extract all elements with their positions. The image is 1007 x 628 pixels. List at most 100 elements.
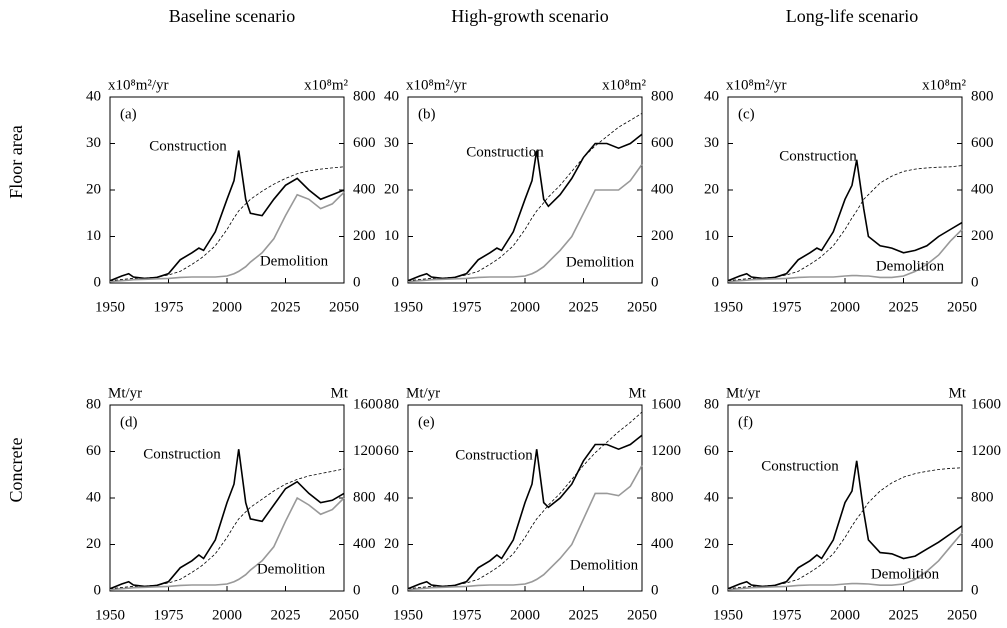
series-annotation: Construction	[761, 458, 839, 474]
x-tick-label: 1975	[154, 607, 184, 623]
y-axis-unit: x10⁸m²/yr	[406, 77, 467, 93]
x-tick-label: 1975	[772, 607, 802, 623]
y-tick-label: 20	[384, 181, 399, 197]
series-annotation: Construction	[143, 446, 221, 462]
x-tick-label: 2000	[212, 607, 242, 623]
y-tick-label: 30	[86, 135, 101, 151]
y2-tick-label: 800	[651, 88, 674, 104]
x-tick-label: 2025	[889, 299, 919, 315]
series-line	[727, 165, 963, 282]
y2-tick-label: 600	[353, 135, 376, 151]
y2-tick-label: 200	[651, 228, 674, 244]
series-line	[407, 411, 643, 590]
series-annotation: Construction	[149, 138, 227, 154]
y2-tick-label: 600	[651, 135, 674, 151]
series-line	[727, 467, 963, 590]
y-tick-label: 40	[704, 88, 719, 104]
y2-tick-label: 400	[971, 536, 994, 552]
y-tick-label: 60	[704, 443, 719, 459]
y2-tick-label: 1200	[651, 443, 681, 459]
y2-tick-label: 1200	[353, 443, 383, 459]
series-line	[407, 434, 643, 590]
series-line	[407, 133, 643, 282]
x-tick-label: 1975	[772, 299, 802, 315]
y2-tick-label: 400	[651, 536, 674, 552]
y2-tick-label: 400	[971, 181, 994, 197]
y2-tick-label: 800	[971, 489, 994, 505]
series-line	[109, 150, 345, 282]
series-annotation: Demolition	[871, 566, 940, 582]
x-tick-label: 2050	[947, 607, 977, 623]
y-tick-label: 0	[712, 274, 720, 290]
x-tick-label: 1950	[713, 299, 743, 315]
y2-axis-unit: x10⁸m²	[602, 77, 646, 93]
y-tick-label: 40	[86, 489, 101, 505]
x-tick-label: 2050	[329, 299, 359, 315]
y-tick-label: 0	[712, 582, 720, 598]
x-tick-label: 2000	[830, 299, 860, 315]
y2-tick-label: 800	[651, 489, 674, 505]
y-axis-unit: Mt/yr	[726, 385, 760, 401]
panel-label: (c)	[738, 106, 755, 122]
y2-tick-label: 1200	[971, 443, 1001, 459]
column-title: High-growth scenario	[451, 6, 608, 26]
series-annotation: Demolition	[570, 557, 639, 573]
x-tick-label: 2050	[627, 299, 657, 315]
x-tick-label: 2050	[947, 299, 977, 315]
panel-label: (b)	[418, 106, 436, 122]
y-axis-unit: Mt/yr	[108, 385, 142, 401]
panel-label: (d)	[120, 414, 138, 430]
y-tick-label: 30	[384, 135, 399, 151]
y2-tick-label: 0	[971, 582, 979, 598]
row-title: Floor area	[6, 125, 26, 198]
series-annotation: Construction	[779, 148, 857, 164]
y2-tick-label: 400	[353, 181, 376, 197]
x-tick-label: 2050	[627, 607, 657, 623]
series-line	[727, 460, 963, 590]
plot-frame	[727, 96, 963, 284]
y-tick-label: 20	[86, 181, 101, 197]
y2-tick-label: 0	[971, 274, 979, 290]
series-line	[727, 532, 963, 591]
x-tick-label: 2025	[271, 299, 301, 315]
column-title: Long-life scenario	[786, 6, 918, 26]
series-line	[407, 112, 643, 282]
y2-tick-label: 800	[971, 88, 994, 104]
y-tick-label: 40	[384, 88, 399, 104]
y2-tick-label: 0	[353, 274, 361, 290]
y2-axis-unit: Mt	[948, 385, 966, 401]
y-tick-label: 0	[94, 582, 102, 598]
row-title: Concrete	[6, 438, 26, 503]
y2-tick-label: 0	[353, 582, 361, 598]
y2-axis-unit: x10⁸m²	[304, 77, 348, 93]
series-line	[727, 228, 963, 283]
y-tick-label: 80	[704, 396, 719, 412]
x-tick-label: 1975	[452, 607, 482, 623]
series-annotation: Construction	[466, 144, 544, 160]
series-line	[407, 465, 643, 591]
y-tick-label: 80	[86, 396, 101, 412]
series-annotation: Demolition	[876, 258, 945, 274]
y2-tick-label: 600	[971, 135, 994, 151]
series-line	[109, 191, 345, 283]
series-annotation: Construction	[455, 447, 533, 463]
y2-tick-label: 800	[353, 489, 376, 505]
y2-tick-label: 400	[353, 536, 376, 552]
series-line	[109, 166, 345, 282]
x-tick-label: 1950	[95, 607, 125, 623]
panel-label: (e)	[418, 414, 435, 430]
series-line	[109, 468, 345, 590]
y-tick-label: 40	[704, 489, 719, 505]
x-tick-label: 2000	[510, 607, 540, 623]
y-tick-label: 40	[384, 489, 399, 505]
x-tick-label: 2025	[889, 607, 919, 623]
x-tick-label: 1950	[393, 607, 423, 623]
y-tick-label: 60	[384, 443, 399, 459]
x-tick-label: 2000	[212, 299, 242, 315]
y2-tick-label: 0	[651, 274, 659, 290]
y-tick-label: 40	[86, 88, 101, 104]
y-axis-unit: x10⁸m²/yr	[726, 77, 787, 93]
x-tick-label: 1950	[95, 299, 125, 315]
x-tick-label: 1975	[154, 299, 184, 315]
